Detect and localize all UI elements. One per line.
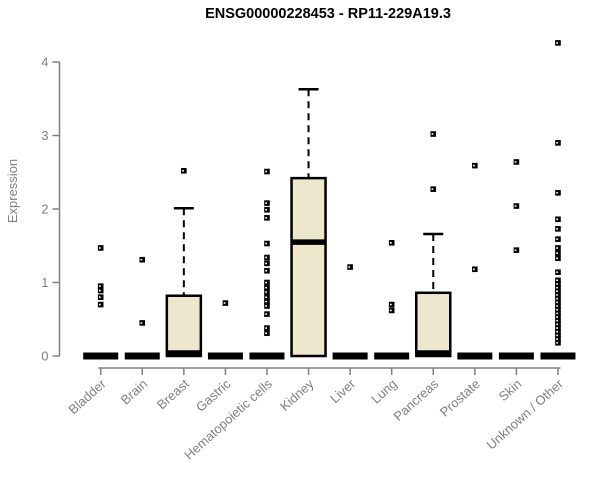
svg-text:2: 2 xyxy=(41,202,48,217)
svg-text:Pancreas: Pancreas xyxy=(390,376,441,424)
svg-text:Brain: Brain xyxy=(118,376,151,407)
chart-title: ENSG00000228453 - RP11-229A19.3 xyxy=(205,6,451,22)
svg-text:Breast: Breast xyxy=(154,376,192,413)
svg-text:1: 1 xyxy=(41,275,48,290)
svg-text:Skin: Skin xyxy=(496,376,525,404)
svg-text:0: 0 xyxy=(41,349,48,364)
svg-text:Bladder: Bladder xyxy=(65,376,109,418)
svg-text:Unknown / Other: Unknown / Other xyxy=(483,376,566,453)
y-axis-label: Expression xyxy=(5,158,20,224)
svg-text:4: 4 xyxy=(41,55,48,70)
svg-text:3: 3 xyxy=(41,128,48,143)
svg-text:Lung: Lung xyxy=(368,376,400,406)
svg-text:Kidney: Kidney xyxy=(277,376,317,414)
svg-text:Liver: Liver xyxy=(327,376,358,406)
svg-text:Prostate: Prostate xyxy=(437,376,483,420)
